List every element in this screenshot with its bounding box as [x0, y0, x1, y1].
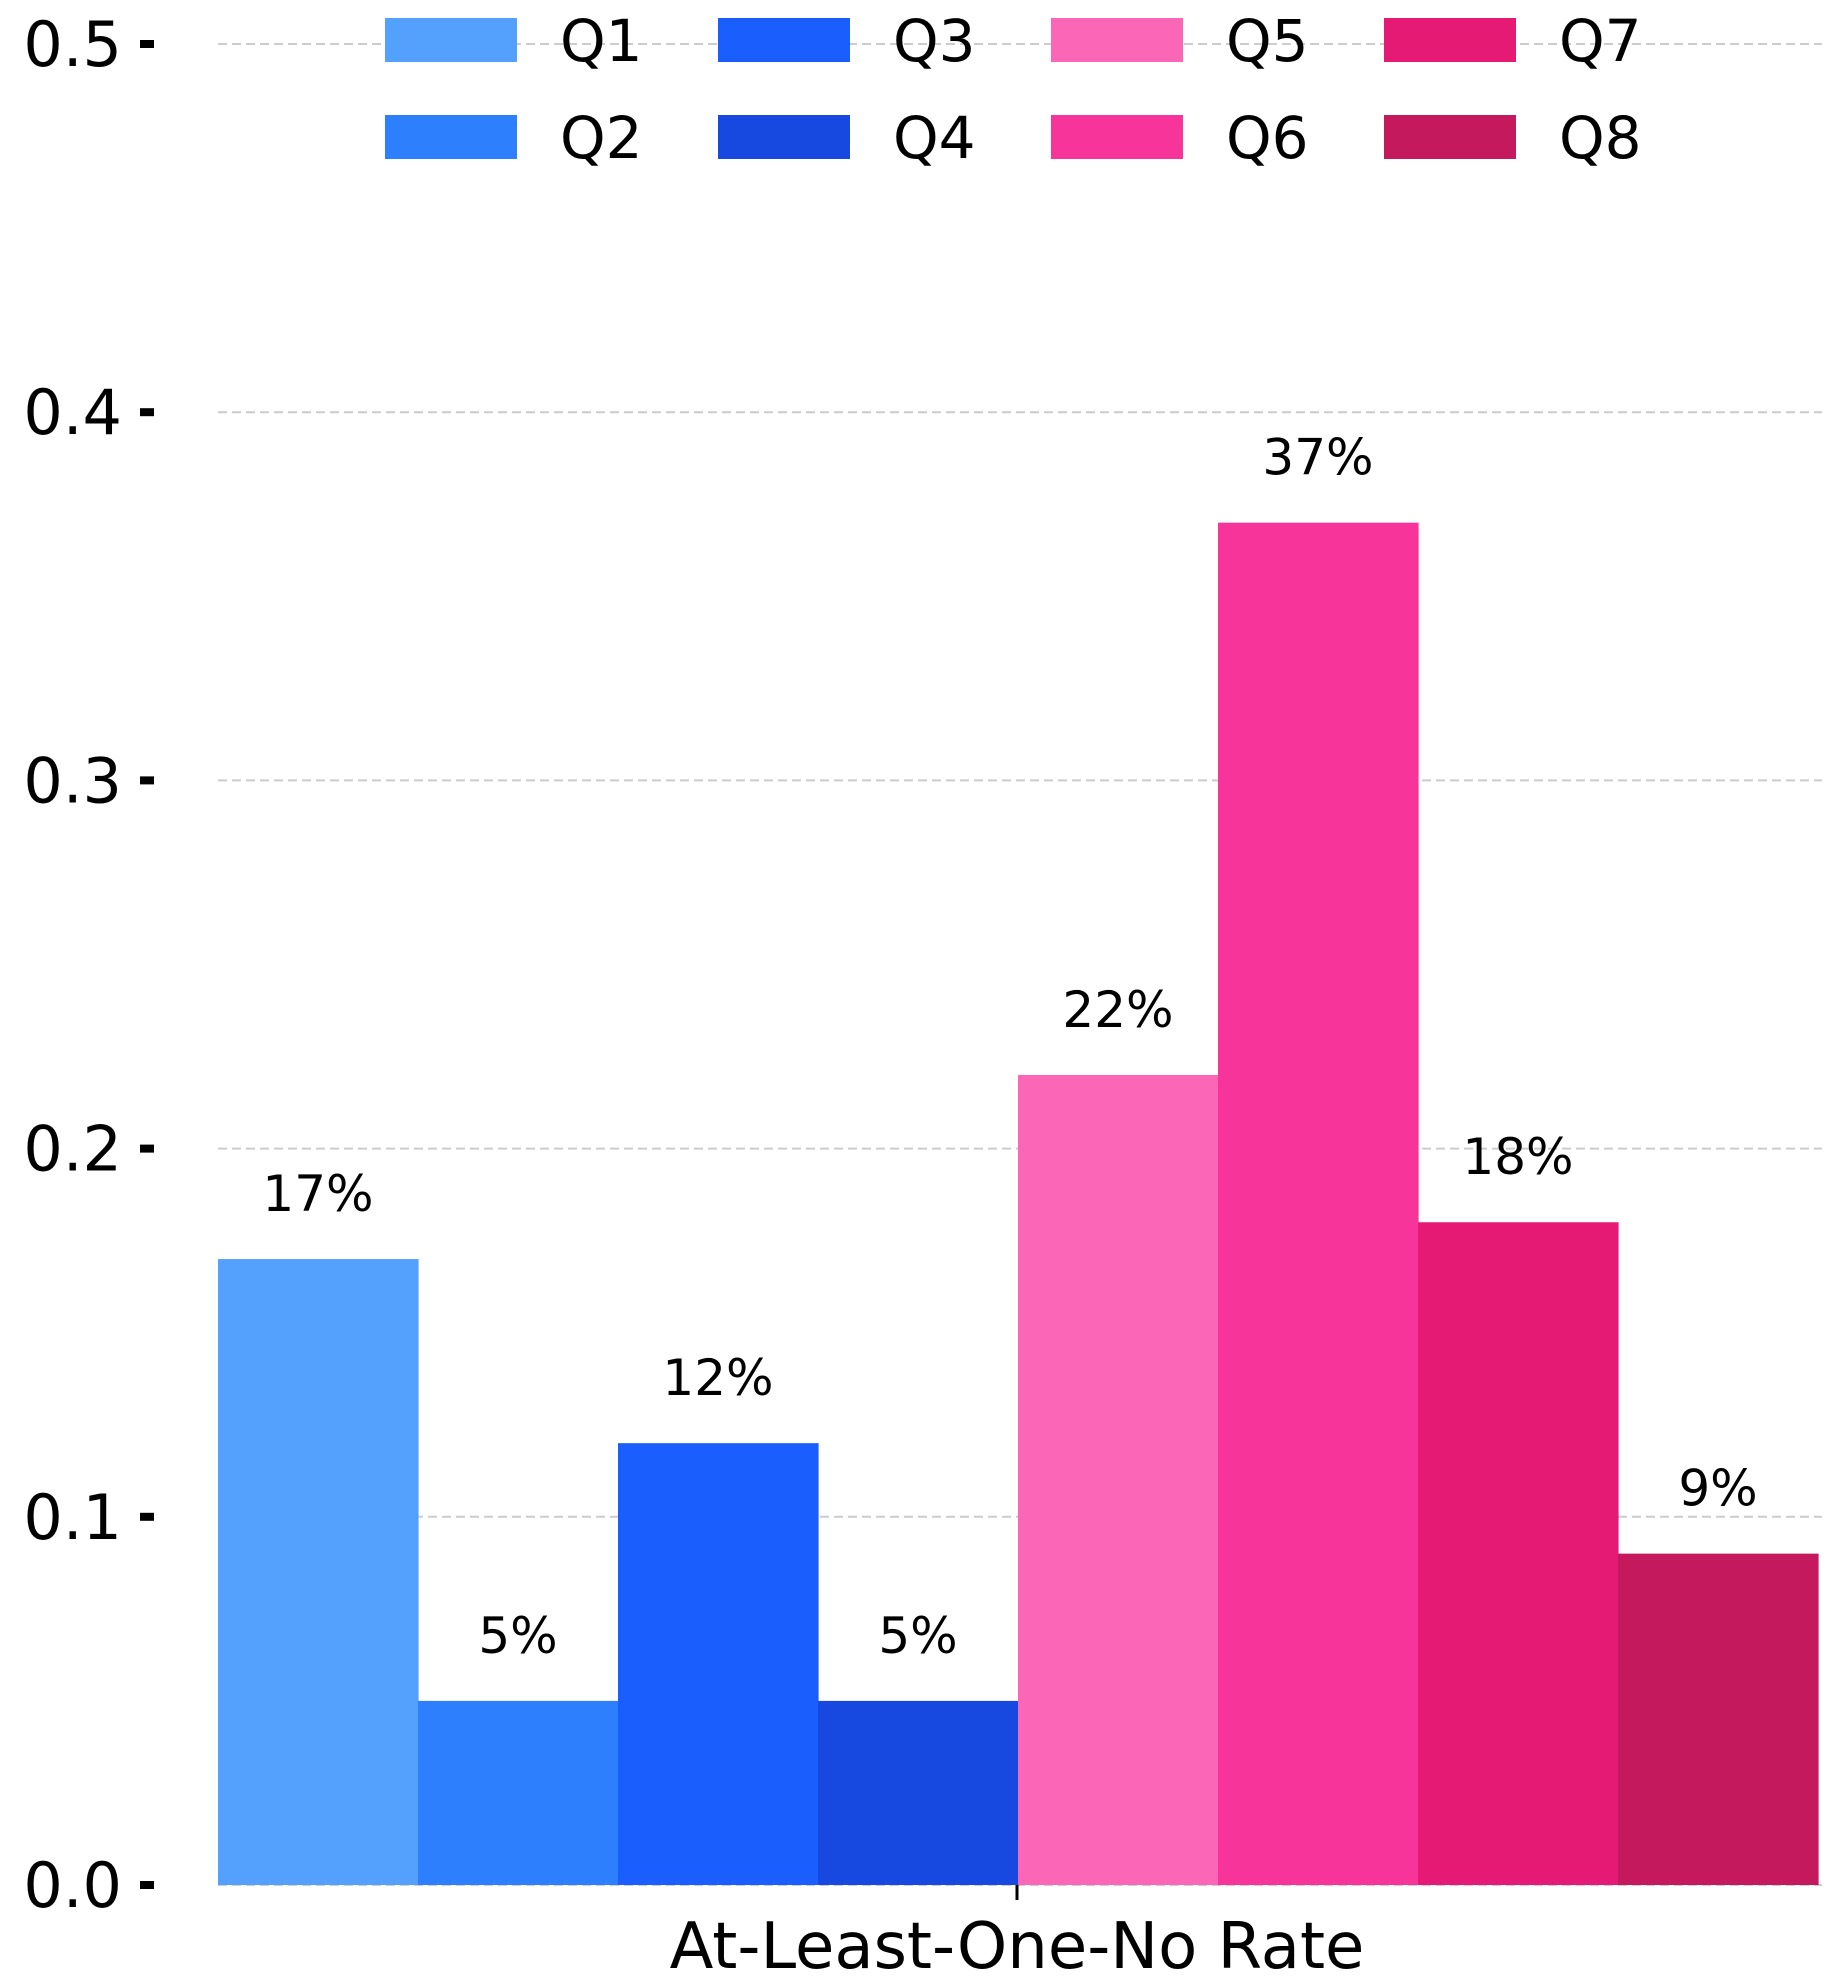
legend-swatch-q5 — [1051, 18, 1183, 62]
legend-label-q7: Q7 — [1559, 7, 1642, 75]
x-category-label: At-Least-One-No Rate — [670, 1910, 1365, 1983]
y-axis: 0.0 0.1 0.2 0.3 0.4 0.5 — [23, 8, 154, 1922]
bar-q4 — [818, 1700, 1019, 1885]
bar-q6 — [1218, 522, 1419, 1886]
data-label-q6: 37% — [1262, 429, 1373, 487]
bar-q7 — [1418, 1222, 1619, 1885]
data-label-q8: 9% — [1678, 1460, 1757, 1518]
bar-q3 — [618, 1443, 819, 1885]
y-tick-label: 0.3 — [23, 744, 122, 817]
data-label-q3: 12% — [662, 1349, 773, 1407]
legend-swatch-q2 — [385, 115, 517, 159]
data-label-q4: 5% — [878, 1607, 957, 1665]
y-tick-mark — [140, 408, 154, 417]
data-label-q2: 5% — [478, 1607, 557, 1665]
legend-label-q3: Q3 — [893, 7, 976, 75]
legend-label-q5: Q5 — [1226, 7, 1309, 75]
legend-label-q2: Q2 — [560, 104, 643, 172]
y-tick-mark — [140, 1144, 154, 1153]
legend-swatch-q1 — [385, 18, 517, 62]
legend-label-q8: Q8 — [1559, 104, 1642, 172]
legend-label-q6: Q6 — [1226, 104, 1309, 172]
bar-q2 — [418, 1700, 619, 1885]
bar-q8 — [1618, 1553, 1819, 1885]
data-label-q5: 22% — [1062, 981, 1173, 1039]
legend-label-q4: Q4 — [893, 104, 976, 172]
legend-label-q1: Q1 — [560, 7, 643, 75]
y-tick-label: 0.4 — [23, 376, 122, 449]
x-axis: At-Least-One-No Rate — [670, 1885, 1365, 1983]
bar-q5 — [1018, 1074, 1219, 1885]
y-tick-mark — [140, 1512, 154, 1521]
legend-swatch-q3 — [718, 18, 850, 62]
legend-swatch-q8 — [1384, 115, 1516, 159]
legend-swatch-q6 — [1051, 115, 1183, 159]
data-label-q7: 18% — [1462, 1128, 1573, 1186]
y-tick-label: 0.1 — [23, 1481, 122, 1554]
y-tick-label: 0.2 — [23, 1113, 122, 1186]
legend: Q1 Q2 Q3 Q4 Q5 Q6 Q7 Q8 — [385, 7, 1642, 172]
y-tick-mark — [140, 776, 154, 785]
y-tick-label: 0.5 — [23, 8, 122, 81]
bars — [218, 522, 1819, 1886]
legend-swatch-q7 — [1384, 18, 1516, 62]
legend-swatch-q4 — [718, 115, 850, 159]
y-tick-mark — [140, 40, 154, 48]
bar-q1 — [218, 1259, 419, 1885]
y-tick-mark — [140, 1881, 154, 1889]
data-labels: 17% 5% 12% 5% 22% 37% 18% 9% — [262, 429, 1757, 1665]
y-tick-label: 0.0 — [23, 1849, 122, 1922]
data-label-q1: 17% — [262, 1165, 373, 1223]
